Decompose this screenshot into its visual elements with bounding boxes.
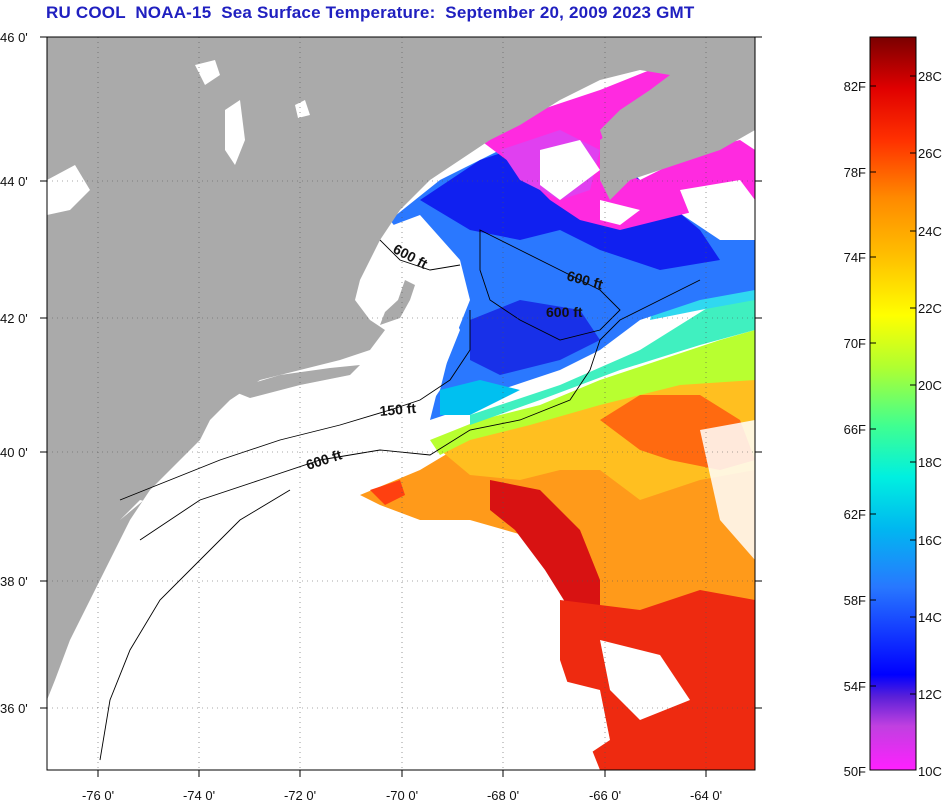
lat-label: 38 0': [0, 574, 28, 589]
contour-label: 600 ft: [546, 304, 583, 320]
lat-label: 36 0': [0, 701, 28, 716]
map-frame: [46, 36, 756, 771]
longitude-labels: -76 0' -74 0' -72 0' -70 0' -68 0' -66 0…: [82, 788, 722, 803]
lat-label: 44 0': [0, 174, 28, 189]
graticule: [47, 37, 755, 770]
celsius-labels: 28C 26C 24C 22C 20C 18C 16C 14C 12C 10C: [918, 69, 942, 779]
color-scale-bar: [869, 36, 917, 771]
contour-label: 150 ft: [379, 400, 417, 419]
scale-c-label: 16C: [918, 533, 942, 548]
scale-c-label: 22C: [918, 301, 942, 316]
contour-600ft-gom-line: [379, 239, 461, 271]
lon-label: -66 0': [589, 788, 621, 803]
scale-c-label: 10C: [918, 764, 942, 779]
scale-f-label: 58F: [844, 593, 866, 608]
depth-contours: [99, 229, 701, 761]
contour-600ft-basin-line: [479, 229, 621, 341]
latitude-labels: 46 0' 44 0' 42 0' 40 0' 38 0' 36 0': [0, 30, 28, 716]
scale-c-label: 12C: [918, 687, 942, 702]
fahrenheit-labels: 82F 78F 74F 70F 66F 62F 58F 54F 50F: [844, 79, 866, 779]
scale-c-label: 18C: [918, 455, 942, 470]
lon-label: -76 0': [82, 788, 114, 803]
lon-label: -68 0': [487, 788, 519, 803]
scale-f-label: 74F: [844, 250, 866, 265]
scale-f-label: 82F: [844, 79, 866, 94]
scale-c-label: 26C: [918, 146, 942, 161]
lon-label: -72 0': [284, 788, 316, 803]
lon-label: -74 0': [183, 788, 215, 803]
lat-label: 42 0': [0, 311, 28, 326]
lon-label: -70 0': [386, 788, 418, 803]
scale-f-label: 62F: [844, 507, 866, 522]
lat-label: 40 0': [0, 445, 28, 460]
scale-c-label: 14C: [918, 610, 942, 625]
scale-f-label: 78F: [844, 165, 866, 180]
color-scale: 82F 78F 74F 70F 66F 62F 58F 54F 50F 28C …: [844, 36, 942, 779]
scale-c-label: 20C: [918, 378, 942, 393]
scale-c-label: 28C: [918, 69, 942, 84]
scale-f-label: 70F: [844, 336, 866, 351]
contour-150ft-line: [119, 310, 471, 501]
scale-f-label: 50F: [844, 764, 866, 779]
land-area: [47, 37, 755, 700]
scale-f-label: 66F: [844, 422, 866, 437]
contour-600ft-shelf-line: [139, 279, 701, 541]
scale-f-label: 54F: [844, 679, 866, 694]
contour-south-line: [99, 489, 291, 761]
map-title: RU COOL NOAA-15 Sea Surface Temperature:…: [46, 3, 695, 22]
lon-label: -64 0': [690, 788, 722, 803]
axis-ticks: [40, 36, 762, 777]
map-area: [47, 37, 755, 770]
scale-c-label: 24C: [918, 224, 942, 239]
sst-cold-region: [390, 70, 755, 420]
cloud-cover: [47, 215, 470, 770]
lat-label: 46 0': [0, 30, 28, 45]
